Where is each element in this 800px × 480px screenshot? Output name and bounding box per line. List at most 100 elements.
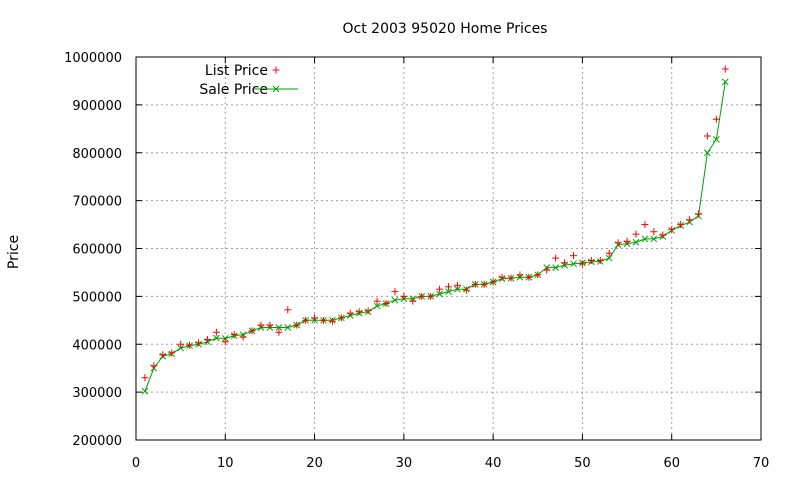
list-price-point — [159, 351, 167, 359]
y-tick-label: 200000 — [72, 434, 122, 449]
list-price-point — [186, 341, 194, 349]
legend-marker — [272, 85, 280, 93]
list-price-point — [650, 228, 658, 236]
list-price-point — [436, 285, 444, 293]
list-price-point — [578, 260, 586, 268]
sale-price-point — [605, 254, 613, 262]
sale-price-point — [275, 324, 283, 331]
list-price-point — [668, 225, 676, 233]
list-price-point — [248, 327, 256, 335]
list-price-point — [498, 273, 506, 281]
list-price-point — [507, 274, 515, 282]
list-price-point — [230, 331, 238, 339]
sale-price-point — [704, 149, 711, 157]
sale-price-point — [454, 285, 461, 293]
x-tick-label: 20 — [306, 456, 323, 471]
sale-price-point — [632, 238, 640, 246]
y-tick-label: 500000 — [72, 290, 122, 305]
y-tick-label: 600000 — [72, 243, 122, 258]
y-tick-label: 800000 — [72, 147, 122, 162]
list-price-point — [382, 300, 390, 308]
list-price-point — [623, 237, 631, 245]
list-price-point — [703, 132, 711, 140]
list-price-point — [552, 254, 560, 262]
list-price-point — [212, 328, 220, 336]
list-price-point — [516, 271, 524, 279]
list-price-point — [328, 317, 336, 325]
legend-label: List Price — [205, 63, 268, 79]
sale-price-point — [284, 324, 292, 331]
list-price-point — [561, 259, 569, 267]
list-price-point — [686, 216, 694, 224]
sale-price-point — [721, 78, 729, 86]
list-price-point — [641, 221, 649, 229]
list-price-point — [632, 230, 640, 238]
legend-marker — [272, 66, 280, 74]
sale-price-point — [141, 387, 149, 395]
list-price-point — [275, 328, 283, 336]
sale-price-point — [436, 290, 443, 298]
y-tick-label: 400000 — [72, 338, 122, 353]
list-price-point — [471, 280, 479, 288]
x-tick-label: 0 — [132, 456, 140, 471]
sale-price-point — [445, 288, 452, 295]
list-price-point — [480, 280, 488, 288]
list-price-point — [570, 252, 577, 260]
list-price-point — [525, 273, 533, 281]
sale-price-line — [144, 81, 726, 392]
x-tick-label: 40 — [485, 456, 502, 471]
x-tick-label: 50 — [574, 456, 591, 471]
list-price-point — [614, 239, 622, 247]
list-price-point — [418, 292, 426, 300]
list-price-point — [400, 292, 408, 300]
list-price-point — [337, 314, 345, 322]
list-price-point — [266, 321, 274, 329]
list-price-point — [695, 210, 702, 218]
list-price-point — [311, 314, 319, 322]
grid — [136, 57, 761, 440]
list-price-point — [453, 281, 461, 289]
list-price-point — [605, 249, 613, 257]
legend: List Price Sale Price — [199, 63, 298, 98]
list-price-point — [445, 283, 452, 291]
legend-label: Sale Price — [199, 82, 268, 98]
sale-price-point — [213, 334, 220, 342]
sale-price-point — [552, 264, 559, 272]
sale-price-point — [391, 296, 399, 304]
list-price-point — [320, 316, 327, 324]
x-tick-label: 60 — [663, 456, 680, 471]
tick-layer: 200000 300000 400000 500000 600000 700000 8000… — [64, 51, 769, 471]
sale-price-point — [641, 235, 649, 243]
list-price-point — [284, 306, 292, 314]
list-price-point — [195, 339, 202, 347]
list-price-point — [391, 288, 399, 296]
list-price-point — [712, 115, 720, 123]
y-tick-label: 1000000 — [64, 51, 122, 66]
list-price-point — [257, 321, 265, 329]
list-price-point — [543, 266, 551, 274]
list-price-point — [141, 374, 149, 382]
list-price-point — [587, 256, 595, 264]
chart-title: Oct 2003 95020 Home Prices — [343, 21, 548, 37]
y-tick-label: 300000 — [72, 386, 122, 401]
list-price-point — [489, 278, 497, 286]
y-tick-label: 700000 — [72, 195, 122, 210]
list-price-point — [364, 307, 372, 315]
sale-price-point — [177, 344, 184, 352]
list-price-point — [534, 271, 542, 279]
x-tick-label: 10 — [217, 456, 234, 471]
list-price-point — [462, 286, 470, 294]
sale-price-point — [713, 135, 720, 143]
list-price-point — [177, 340, 185, 348]
list-price-point — [239, 333, 247, 341]
series-layer — [141, 65, 729, 395]
list-price-point — [355, 308, 363, 316]
list-price-point — [677, 221, 685, 229]
x-tick-label: 70 — [753, 456, 770, 471]
list-price-point — [302, 316, 310, 324]
list-price-point — [409, 297, 417, 305]
list-price-point — [168, 349, 176, 357]
list-price-point — [346, 309, 354, 317]
sale-price-point — [373, 302, 381, 310]
